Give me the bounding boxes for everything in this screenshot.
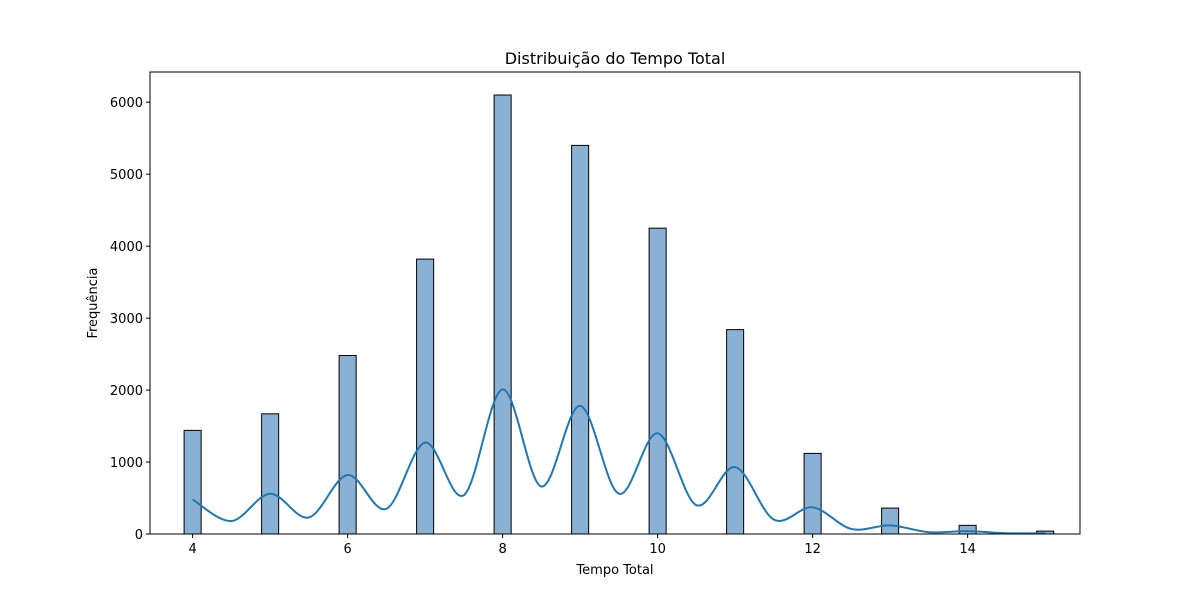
y-tick-label: 2000 xyxy=(110,384,143,399)
histogram-bar xyxy=(571,144,590,535)
histogram-bar xyxy=(183,429,202,535)
histogram-bar xyxy=(958,524,977,535)
y-tick-label: 3000 xyxy=(110,312,143,327)
histogram-bar xyxy=(726,329,745,535)
y-tick-label: 5000 xyxy=(110,168,143,183)
histogram-bar xyxy=(493,94,512,535)
histogram-bar xyxy=(803,452,822,535)
histogram-bar xyxy=(416,258,435,535)
y-tick-label: 1000 xyxy=(110,456,143,471)
y-tick-label: 0 xyxy=(135,528,143,543)
x-tick-label: 8 xyxy=(498,542,506,557)
x-tick-label: 4 xyxy=(188,542,196,557)
x-tick-label: 10 xyxy=(649,542,666,557)
axes: 4 6 8 10 12 14 0 1000 2000 3000 4000 5000 6000 xyxy=(110,71,1081,557)
axes-frame xyxy=(149,71,1081,535)
y-tick-label: 6000 xyxy=(110,96,143,111)
x-tick-label: 12 xyxy=(804,542,821,557)
histogram-bar xyxy=(648,227,667,535)
histogram-bar xyxy=(881,507,900,535)
histogram-bar xyxy=(338,355,357,535)
y-tick-label: 4000 xyxy=(110,240,143,255)
chart-title: Distribuição do Tempo Total xyxy=(505,49,726,68)
plot-area xyxy=(183,94,1055,535)
kde-line xyxy=(192,388,1046,535)
x-tick-label: 6 xyxy=(343,542,351,557)
x-tick-label: 14 xyxy=(959,542,976,557)
x-axis-label: Tempo Total xyxy=(575,563,653,578)
y-axis-label: Frequência xyxy=(86,267,101,338)
histogram-bar xyxy=(261,413,280,535)
